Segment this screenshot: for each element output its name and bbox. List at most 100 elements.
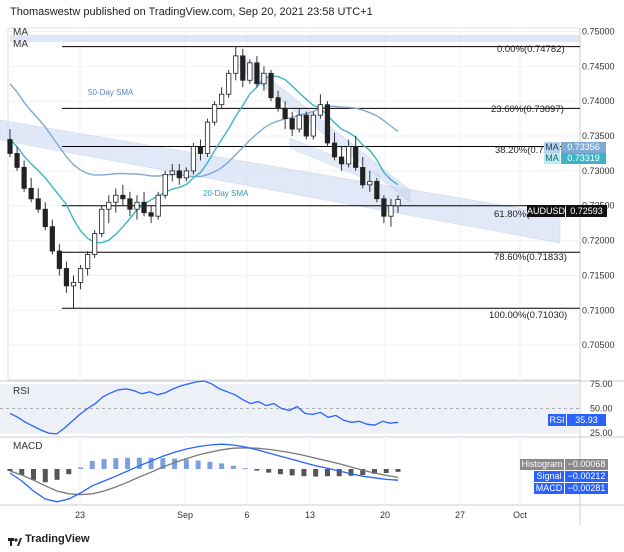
macd-histogram-bar <box>324 469 330 477</box>
signal-badge-value: −0.00212 <box>565 471 608 482</box>
candle-body <box>317 104 324 116</box>
candle-body <box>7 139 13 154</box>
fib-label-0: 0.00%(0.74782) <box>497 44 565 55</box>
x-tick-label: Oct <box>513 510 528 520</box>
rsi-badge-value: 35.93 <box>567 414 606 426</box>
symbol-name: AUDUSD <box>527 205 566 217</box>
macd-histogram-bar <box>183 459 189 469</box>
histogram-badge-name: Histogram <box>520 459 564 470</box>
macd-histogram-bar <box>371 469 377 474</box>
ma-badge-1: MA 0.73356 <box>544 142 606 153</box>
macd-histogram-bar <box>148 457 154 469</box>
rsi-badge: RSI 35.93 <box>548 414 606 426</box>
macd-histogram-bar <box>66 469 72 475</box>
candle-body <box>303 114 309 137</box>
candle-body <box>282 107 288 120</box>
publisher-header: Thomaswestw published on TradingView.com… <box>10 6 373 18</box>
ma-badge-2: MA 0.73319 <box>544 153 606 164</box>
macd-histogram-bar <box>7 469 13 471</box>
y-tick-label: 0.70500 <box>582 340 615 350</box>
candle-body <box>155 194 161 217</box>
macd-histogram-bar <box>242 468 248 470</box>
candle-body <box>353 146 359 168</box>
fib-label-100: 100.00%(0.71030) <box>489 310 568 321</box>
macd-histogram-bar <box>113 458 119 469</box>
candle-body <box>211 104 218 123</box>
y-tick-label: 0.75000 <box>582 26 615 36</box>
sma50-label: 50-Day SMA <box>88 88 134 97</box>
fib-label-236: 23.60%(0.73897) <box>491 104 564 115</box>
candle-body <box>113 194 119 203</box>
rsi-tick-label: 25.00 <box>590 428 613 438</box>
candle-body <box>21 167 27 189</box>
x-tick-label: 6 <box>244 510 249 520</box>
macd-histogram-bar <box>289 469 295 476</box>
macd-histogram-bar <box>395 469 401 472</box>
macd-histogram-bar <box>195 460 201 469</box>
ma-badge-1-name: MA <box>544 142 560 153</box>
rsi-pane-label[interactable]: RSI <box>13 386 30 397</box>
macd-histogram-bar <box>54 469 60 480</box>
candle-body <box>367 180 373 186</box>
candle-body <box>296 114 302 130</box>
macd-line <box>9 443 399 503</box>
macd-histogram-bar <box>336 469 342 477</box>
candle-body <box>148 212 154 217</box>
macd-histogram-bar <box>383 469 389 473</box>
y-tick-label: 0.71500 <box>582 270 615 280</box>
grid-layer <box>0 27 624 525</box>
candle-body <box>127 198 133 210</box>
macd-histogram-bar <box>277 469 283 475</box>
macd-badge-name: MACD <box>534 483 564 494</box>
macd-histogram-bar <box>19 469 25 475</box>
candle-body <box>120 194 126 200</box>
rsi-pane: 75.00 50.00 25.00 <box>0 379 613 438</box>
signal-badge-name: Signal <box>534 471 564 482</box>
sma20-label: 20-Day SMA <box>203 189 249 198</box>
macd-pane-label[interactable]: MACD <box>13 441 43 452</box>
y-tick-label: 0.74000 <box>582 96 615 106</box>
candle-body <box>176 170 182 179</box>
macd-badge-value: −0.00281 <box>565 483 608 494</box>
histogram-badge-value: −0.00068 <box>565 459 608 470</box>
moving-averages <box>9 75 399 244</box>
candle-body <box>197 146 204 154</box>
macd-histogram-bar <box>136 457 142 469</box>
macd-histogram-bar <box>207 461 213 469</box>
ma-badge-1-value: 0.73356 <box>561 142 606 153</box>
y-tick-label: 0.73500 <box>582 131 615 141</box>
macd-histogram-bar <box>266 469 272 473</box>
candle-body <box>247 62 253 81</box>
candle-body <box>77 268 84 283</box>
macd-histogram-bar <box>230 465 236 469</box>
rsi-tick-label: 50.00 <box>590 404 613 414</box>
candle-body <box>395 199 401 207</box>
candle-body <box>289 118 295 130</box>
macd-histogram-bar <box>313 469 319 477</box>
y-tick-label: 0.72000 <box>582 236 615 246</box>
ma-badge-2-value: 0.73319 <box>561 153 606 164</box>
macd-histogram-bar <box>172 458 178 469</box>
candle-body <box>169 170 175 175</box>
macd-histogram-bar <box>125 457 131 469</box>
candle-body <box>56 250 62 269</box>
candle-body <box>106 201 112 210</box>
candle-body <box>204 121 211 154</box>
rsi-line <box>9 380 399 435</box>
candle-body <box>374 180 380 200</box>
tradingview-logo-icon <box>8 534 22 546</box>
y-tick-label: 0.71000 <box>582 305 615 315</box>
top-band <box>10 35 580 42</box>
ma-label-1[interactable]: MA <box>13 27 28 38</box>
macd-badge: MACD −0.00281 <box>520 483 608 494</box>
rsi-tick-label: 75.00 <box>590 379 613 389</box>
macd-signal-line <box>9 447 399 496</box>
candle-body <box>254 62 260 85</box>
rsi-badge-name: RSI <box>548 414 566 426</box>
macd-histogram-bar <box>301 469 307 477</box>
x-tick-label: 20 <box>380 510 390 520</box>
signal-badge: Signal −0.00212 <box>520 471 608 482</box>
ma-label-2[interactable]: MA <box>13 39 28 50</box>
candle-body <box>324 104 331 144</box>
